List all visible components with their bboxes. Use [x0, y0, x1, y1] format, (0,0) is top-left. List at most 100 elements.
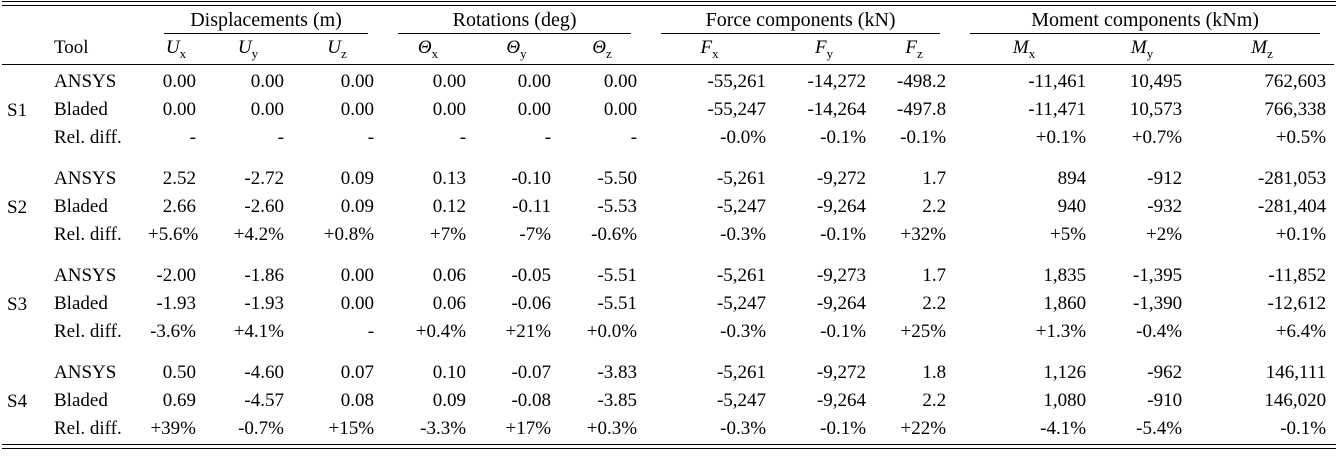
- value-cell: 1,126: [1043, 362, 1087, 383]
- value-cell: -0.4%: [1136, 321, 1183, 342]
- column-header-mx: Mx: [954, 34, 1095, 65]
- value-cell: -1,390: [1133, 293, 1183, 314]
- value-cell: 0.50: [162, 362, 196, 383]
- group-header-row: Displacements (m) Rotations (deg) Force …: [2, 6, 1334, 34]
- value-cell: -5.53: [597, 196, 638, 217]
- value-cell: +0.0%: [586, 321, 638, 342]
- value-cell: -9,272: [816, 168, 867, 189]
- value-cell: -11,852: [1268, 265, 1327, 286]
- value-cell: 1,080: [1043, 390, 1087, 411]
- value-cell: +2%: [1146, 224, 1183, 245]
- value-cell: -1.93: [244, 293, 284, 314]
- tool-name: Bladed: [54, 390, 108, 411]
- value-cell: 0.09: [340, 168, 375, 189]
- value-cell: 2.2: [922, 293, 947, 314]
- value-cell: -3.85: [597, 390, 638, 411]
- value-cell: -3.3%: [420, 418, 467, 439]
- value-cell: 0.00: [517, 99, 552, 120]
- value-cell: +5%: [1050, 224, 1087, 245]
- value-cell: -0.3%: [720, 224, 767, 245]
- column-header-uz: Uz: [292, 34, 383, 65]
- value-cell: +22%: [900, 418, 947, 439]
- tool-header: Tool: [54, 34, 148, 65]
- section-label: S4: [7, 391, 28, 412]
- section-label: S2: [7, 197, 28, 218]
- tool-name: ANSYS: [54, 168, 117, 189]
- group-header-moments: Moment components (kNm): [954, 6, 1334, 34]
- value-cell: 0.10: [432, 362, 467, 383]
- table-row: Bladed 0.00 0.00 0.00 0.00 0.00 0.00 -55,247 -14…: [2, 97, 1334, 125]
- group-label: Force components (kN): [705, 9, 896, 31]
- value-cell: -55,247: [707, 99, 767, 120]
- value-cell: -0.1%: [900, 127, 947, 148]
- value-cell: +0.5%: [1275, 127, 1327, 148]
- value-cell: 1,835: [1043, 265, 1087, 286]
- table-row: Rel. diff. -3.6% +4.1% - +0.4% +21% +0.0% -0.3%…: [2, 319, 1334, 347]
- value-cell: -0.0%: [720, 127, 767, 148]
- column-header-mz: Mz: [1190, 34, 1335, 65]
- table-row: Rel. diff. +5.6% +4.2% +0.8% +7% -7% -0.6% -0.3…: [2, 222, 1334, 250]
- value-cell: -0.3%: [720, 321, 767, 342]
- value-cell: -5.4%: [1136, 418, 1183, 439]
- tool-name: Bladed: [54, 293, 108, 314]
- value-cell: -: [630, 127, 638, 148]
- table-body: S1 ANSYS 0.00 0.00 0.00 0.00 0.00 0.00 -55,261 -1…: [2, 65, 1334, 445]
- column-header-fz: Fz: [874, 34, 955, 65]
- column-header-my: My: [1094, 34, 1191, 65]
- value-cell: -: [544, 127, 552, 148]
- value-cell: -0.06: [511, 293, 552, 314]
- value-cell: -932: [1147, 196, 1183, 217]
- tool-name: Rel. diff.: [54, 418, 122, 439]
- value-cell: 762,603: [1264, 71, 1327, 92]
- value-cell: -3.6%: [150, 321, 196, 342]
- group-label: Moment components (kNm): [1031, 9, 1259, 31]
- value-cell: 0.06: [432, 293, 467, 314]
- value-cell: -2.00: [156, 265, 196, 286]
- value-cell: -9,264: [816, 196, 867, 217]
- value-cell: 0.00: [603, 71, 638, 92]
- value-cell: -12,612: [1267, 293, 1327, 314]
- value-cell: -1,395: [1133, 265, 1183, 286]
- value-cell: +15%: [328, 418, 375, 439]
- tool-name: ANSYS: [54, 71, 117, 92]
- table-row: Rel. diff. - - - - - - -0.0% -0.1% -0.1% +0.1% +0.7…: [2, 125, 1334, 153]
- value-cell: 0.00: [162, 71, 196, 92]
- value-cell: -281,053: [1258, 168, 1327, 189]
- table-row: S3 ANSYS -2.00 -1.86 0.00 0.06 -0.05 -5.51 -5,26…: [2, 250, 1334, 315]
- value-cell: -498.2: [897, 71, 947, 92]
- value-cell: -497.8: [897, 99, 947, 120]
- value-cell: 2.2: [922, 390, 947, 411]
- value-cell: -4.60: [244, 362, 284, 383]
- value-cell: 146,020: [1264, 390, 1327, 411]
- value-cell: -5,261: [716, 168, 767, 189]
- table-row: Rel. diff. +39% -0.7% +15% -3.3% +17% +0.3% -0.…: [2, 416, 1334, 444]
- column-header-fy: Fy: [774, 34, 875, 65]
- value-cell: -5,261: [716, 362, 767, 383]
- value-cell: 894: [1057, 168, 1087, 189]
- value-cell: -5,247: [716, 390, 767, 411]
- value-cell: -5,247: [716, 293, 767, 314]
- value-cell: -5,247: [716, 196, 767, 217]
- value-cell: -962: [1147, 362, 1183, 383]
- column-header-thetax: Θx: [382, 34, 475, 65]
- value-cell: +4.1%: [233, 321, 284, 342]
- value-cell: -0.1%: [820, 224, 867, 245]
- value-cell: 10,573: [1129, 99, 1183, 120]
- empty-header: [2, 34, 54, 65]
- value-cell: 10,495: [1129, 71, 1183, 92]
- value-cell: +0.3%: [586, 418, 638, 439]
- value-cell: 1.8: [922, 362, 947, 383]
- tool-name: Bladed: [54, 99, 108, 120]
- value-cell: 0.00: [517, 71, 552, 92]
- column-header-row: Tool Ux Uy Uz Θx Θy Θz Fx Fy Fz Mx My Mz: [2, 34, 1335, 65]
- value-cell: -4.57: [244, 390, 284, 411]
- value-cell: +0.4%: [415, 321, 467, 342]
- value-cell: -0.1%: [820, 321, 867, 342]
- value-cell: -3.83: [597, 362, 638, 383]
- table-row: Bladed 0.69 -4.57 0.08 0.09 -0.08 -3.85 -5,247 -…: [2, 388, 1334, 416]
- group-header-forces: Force components (kN): [645, 6, 954, 34]
- value-cell: -7%: [519, 224, 552, 245]
- section-label: S1: [7, 100, 28, 121]
- value-cell: -1.93: [156, 293, 196, 314]
